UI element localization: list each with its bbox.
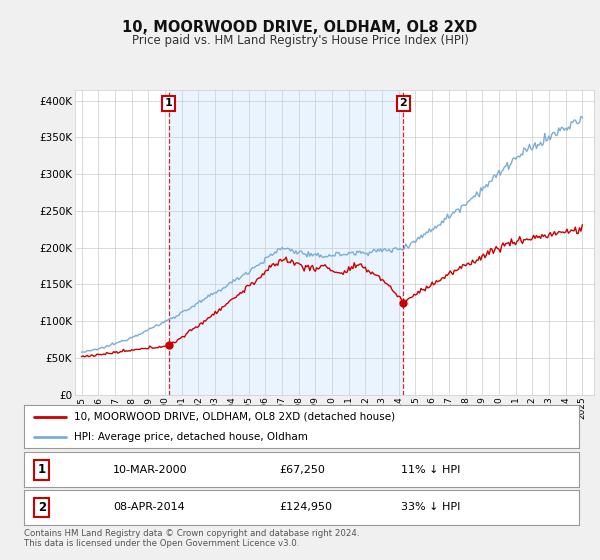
Text: 2: 2 — [38, 501, 46, 514]
Text: HPI: Average price, detached house, Oldham: HPI: Average price, detached house, Oldh… — [74, 432, 308, 441]
Text: 11% ↓ HPI: 11% ↓ HPI — [401, 465, 461, 475]
Text: 2: 2 — [400, 99, 407, 108]
Text: 08-APR-2014: 08-APR-2014 — [113, 502, 185, 512]
Text: Contains HM Land Registry data © Crown copyright and database right 2024.
This d: Contains HM Land Registry data © Crown c… — [24, 529, 359, 548]
Text: 33% ↓ HPI: 33% ↓ HPI — [401, 502, 461, 512]
Text: 10, MOORWOOD DRIVE, OLDHAM, OL8 2XD: 10, MOORWOOD DRIVE, OLDHAM, OL8 2XD — [122, 20, 478, 35]
Bar — [169, 90, 403, 395]
Text: 10-MAR-2000: 10-MAR-2000 — [113, 465, 187, 475]
Text: Price paid vs. HM Land Registry's House Price Index (HPI): Price paid vs. HM Land Registry's House … — [131, 34, 469, 46]
Text: 1: 1 — [165, 99, 172, 108]
Text: £67,250: £67,250 — [280, 465, 325, 475]
Text: 10, MOORWOOD DRIVE, OLDHAM, OL8 2XD (detached house): 10, MOORWOOD DRIVE, OLDHAM, OL8 2XD (det… — [74, 412, 395, 422]
Text: 1: 1 — [38, 463, 46, 477]
Text: £124,950: £124,950 — [280, 502, 332, 512]
